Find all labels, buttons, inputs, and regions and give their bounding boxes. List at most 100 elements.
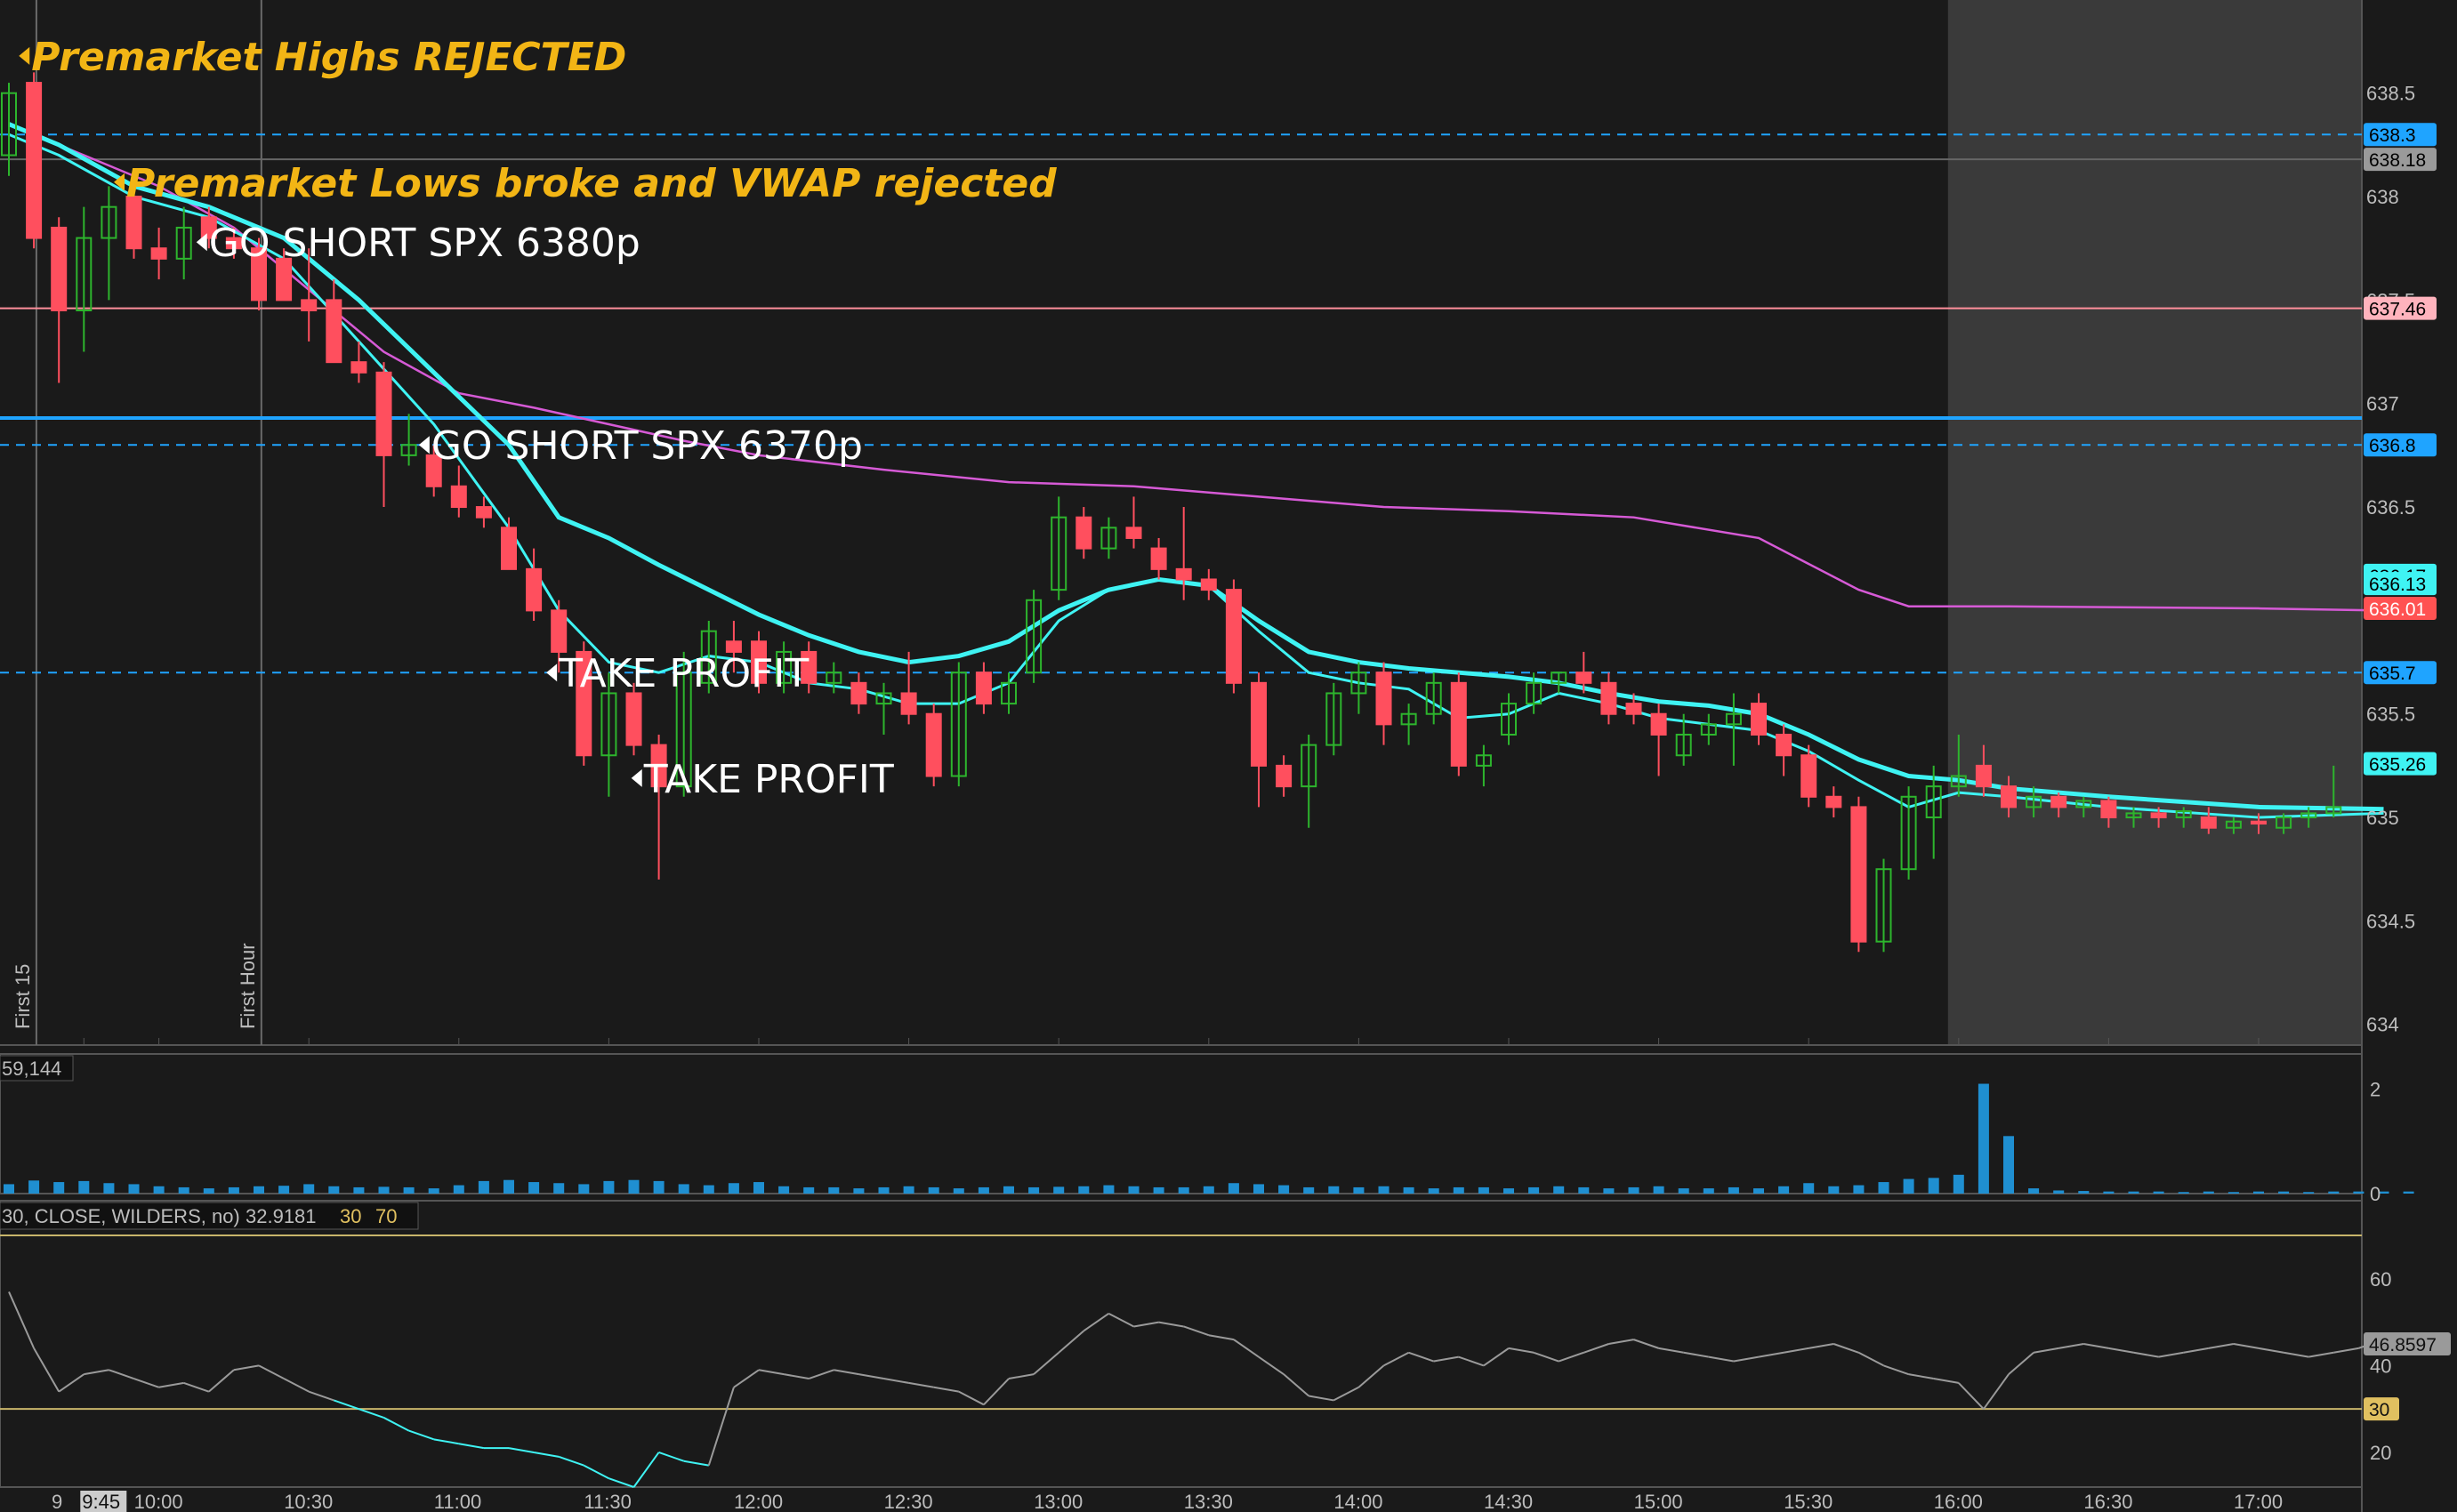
annotation-text: Premarket Highs REJECTED — [31, 35, 626, 80]
rsi-segment — [1058, 1330, 1084, 1354]
candle — [400, 414, 417, 466]
candle — [700, 621, 717, 694]
rsi-segment — [2283, 1351, 2309, 1358]
candle-body — [150, 247, 167, 260]
candle-body — [101, 205, 117, 239]
time-tick-label: 10:30 — [284, 1491, 333, 1512]
volume-bar — [1278, 1185, 1290, 1194]
rsi-segment — [1483, 1347, 1510, 1367]
volume-tick-label: 0 — [2370, 1183, 2380, 1205]
candle — [200, 206, 217, 249]
candle — [326, 279, 342, 364]
volume-bar — [2053, 1190, 2065, 1194]
candle-body — [1900, 795, 1917, 871]
candle-body — [975, 672, 992, 705]
candle-body — [1925, 785, 1942, 819]
candle — [1100, 517, 1117, 559]
rsi-segment — [208, 1369, 235, 1393]
candle-body — [650, 744, 667, 788]
volume-bar — [503, 1179, 514, 1194]
time-tick-label: 12:30 — [884, 1491, 933, 1512]
candle-body — [1850, 806, 1867, 943]
time-tick-label: 9:45 — [82, 1491, 120, 1512]
price-axis: 638.5638637.5637636.5636635.5635634.5634… — [2364, 83, 2437, 1036]
candle — [125, 175, 142, 259]
volume-bar — [603, 1180, 615, 1194]
rsi-segment — [1533, 1351, 1559, 1363]
rsi-segment — [1809, 1343, 1834, 1349]
volume-bar — [903, 1186, 914, 1194]
candle-body — [1325, 692, 1342, 746]
price-tick-label: 635.5 — [2366, 704, 2415, 726]
rsi-segment — [958, 1390, 985, 1406]
rsi-segment — [1208, 1334, 1235, 1341]
volume-bar — [2353, 1191, 2364, 1194]
volume-bar — [678, 1184, 689, 1194]
rsi-segment — [2133, 1351, 2159, 1358]
candle-body — [1400, 712, 1417, 726]
volume-bar — [1203, 1186, 1214, 1194]
volume-bar — [953, 1188, 964, 1194]
rsi-segment — [632, 1452, 660, 1488]
volume-tick-label: 2 — [2370, 1078, 2380, 1100]
rsi-segment — [558, 1455, 584, 1467]
candle-body — [1225, 589, 1242, 684]
volume-bar — [278, 1186, 290, 1194]
rsi-segment — [2158, 1351, 2184, 1358]
candle — [1875, 858, 1892, 953]
rsi-segment — [358, 1408, 384, 1419]
volume-bar — [1178, 1186, 1189, 1194]
rsi-segment — [1683, 1351, 1709, 1358]
volume-bar — [828, 1186, 840, 1194]
volume-bar — [1753, 1188, 1764, 1194]
candle — [1450, 672, 1467, 776]
volume-bar — [1553, 1186, 1565, 1194]
rsi-segment — [183, 1381, 210, 1393]
volume-bar — [2403, 1191, 2414, 1194]
rsi-header-level: 30 — [340, 1205, 361, 1227]
candle-body — [1526, 681, 1543, 705]
candle — [1350, 662, 1367, 714]
candle — [975, 662, 992, 714]
rsi-segment — [408, 1429, 435, 1441]
annotations: Premarket Highs REJECTED Premarket Lows b… — [19, 35, 1057, 802]
candle-body — [1675, 733, 1692, 757]
price-tag-box — [2364, 597, 2437, 621]
volume-bar — [1303, 1186, 1315, 1194]
candle — [900, 651, 917, 725]
annotation-text: TAKE PROFIT — [643, 757, 894, 802]
candle — [1501, 693, 1517, 745]
candle-body — [2225, 820, 2242, 829]
volume-bar — [1928, 1178, 1939, 1194]
volume-bar — [103, 1183, 115, 1194]
rsi-segment — [2108, 1347, 2134, 1354]
candle-body — [1425, 681, 1442, 715]
candle — [1301, 734, 1317, 828]
candle — [501, 517, 517, 570]
volume-bar — [378, 1186, 390, 1194]
volume-bar — [1103, 1185, 1115, 1194]
rsi-segment — [1583, 1343, 1609, 1354]
rsi-segment — [583, 1464, 609, 1480]
volume-bar — [728, 1183, 739, 1194]
candle-body — [700, 630, 717, 684]
candle-body — [725, 640, 742, 653]
rsi-segment — [908, 1381, 934, 1388]
rsi-segment — [258, 1364, 285, 1379]
candle-body — [251, 247, 267, 302]
candle — [1900, 786, 1917, 880]
volume-bar — [353, 1186, 365, 1194]
candle-body — [1501, 703, 1517, 736]
volume-bar — [128, 1184, 140, 1194]
candle — [76, 206, 93, 352]
volume-bar — [578, 1184, 590, 1194]
candle-body — [1125, 527, 1142, 539]
volume-bar — [628, 1179, 640, 1194]
rsi-segment — [308, 1390, 334, 1402]
volume-bar — [1803, 1183, 1815, 1194]
level-price-tag: 635.7 — [2364, 661, 2437, 685]
price-tag-text: 636.8 — [2369, 436, 2416, 456]
candle-body — [125, 196, 142, 250]
volume-bar — [453, 1185, 464, 1194]
